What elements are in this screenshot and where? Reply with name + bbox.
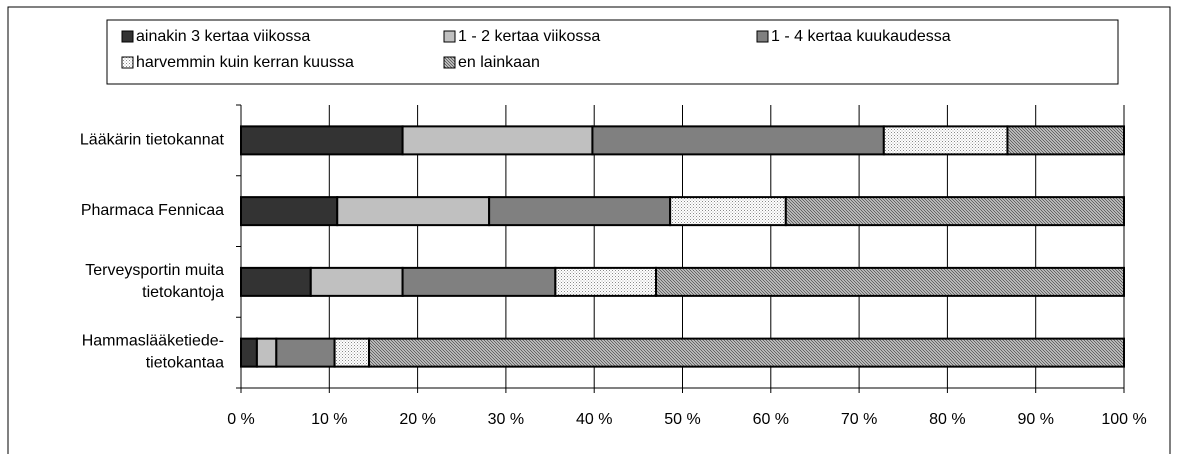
x-tick-label: 100 % — [1101, 411, 1146, 428]
legend-swatch — [756, 30, 769, 43]
legend-swatch — [121, 56, 134, 69]
x-tick-label: 50 % — [664, 411, 700, 428]
bar-segment — [1006, 125, 1125, 156]
bar-segment — [240, 196, 339, 227]
x-tick-label: 10 % — [311, 411, 347, 428]
x-tick-label: 90 % — [1017, 411, 1053, 428]
bar-segment — [309, 266, 404, 297]
legend-label: 1 - 2 kertaa viikossa — [458, 28, 600, 45]
bar-segment — [669, 196, 787, 227]
legend-label: ainakin 3 kertaa viikossa — [136, 28, 310, 45]
bar-segment — [401, 266, 557, 297]
chart-frame — [7, 6, 1171, 454]
legend-swatch — [443, 30, 456, 43]
legend-swatch — [443, 56, 456, 69]
x-tick-label: 60 % — [753, 411, 789, 428]
bar-segment — [336, 196, 491, 227]
bar-segment — [401, 125, 594, 156]
x-tick-label: 70 % — [841, 411, 877, 428]
bar-segment — [784, 196, 1125, 227]
y-tick-label: Pharmaca Fennicaa — [81, 202, 224, 219]
x-tick-label: 30 % — [488, 411, 524, 428]
x-tick-label: 40 % — [576, 411, 612, 428]
y-tick-label: Hammaslääketiede-tietokantaa — [82, 333, 224, 372]
bar-segment — [655, 266, 1125, 297]
bar-segment — [255, 337, 278, 368]
y-tick-label: Terveysportin muita tietokantoja — [85, 262, 224, 301]
bar-segment — [333, 337, 371, 368]
bar-segment — [591, 125, 885, 156]
legend-label: harvemmin kuin kerran kuussa — [136, 54, 354, 71]
x-tick-label: 0 % — [227, 411, 255, 428]
bar-segment — [240, 266, 312, 297]
bar-segment — [240, 337, 258, 368]
legend-label: 1 - 4 kertaa kuukaudessa — [771, 28, 951, 45]
bar-segment — [488, 196, 672, 227]
bar-segment — [240, 125, 404, 156]
bar-segment — [882, 125, 1009, 156]
legend-box — [106, 19, 1119, 85]
x-tick-label: 80 % — [929, 411, 965, 428]
bar-segment — [554, 266, 658, 297]
bar-segment — [368, 337, 1126, 368]
legend-swatch — [121, 30, 134, 43]
y-tick-label: Lääkärin tietokannat — [80, 132, 225, 149]
legend-label: en lainkaan — [458, 54, 540, 71]
x-tick-label: 20 % — [399, 411, 435, 428]
bar-segment — [275, 337, 336, 368]
